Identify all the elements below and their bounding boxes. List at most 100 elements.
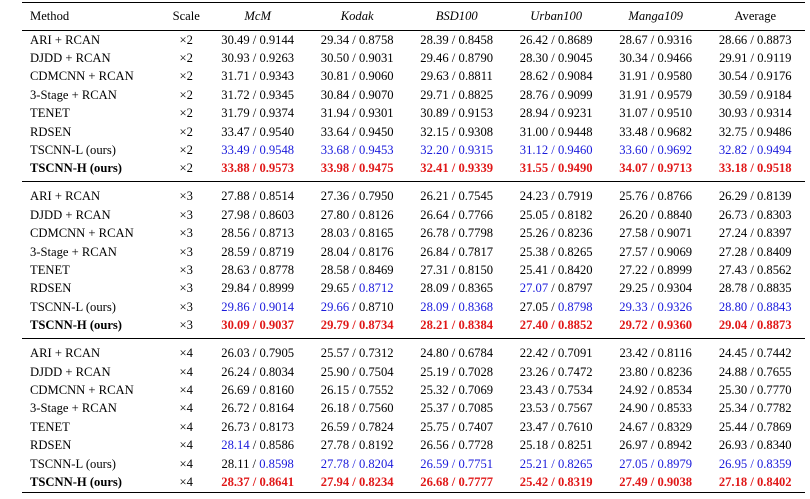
ssim-value: 0.8139 (756, 189, 792, 204)
value-separator: / (448, 345, 459, 360)
header-bsd100: BSD100 (406, 2, 507, 31)
metric-cell: 28.78 / 0.8835 (705, 280, 805, 298)
scale-cell: ×4 (179, 456, 193, 471)
scale-cell: ×2 (179, 32, 193, 47)
value-separator: / (349, 262, 359, 277)
ssim-value: 0.9119 (757, 51, 792, 66)
metric-cell: 27.78 / 0.8204 (307, 455, 407, 473)
value-separator: / (647, 345, 658, 360)
value-separator: / (747, 226, 757, 241)
metric-cell: 27.43 / 0.8562 (705, 261, 805, 279)
ssim-value: 0.7545 (458, 189, 494, 204)
value-separator: / (448, 161, 459, 176)
value-separator: / (548, 161, 558, 176)
psnr-value: 25.26 (519, 226, 549, 241)
value-separator: / (448, 382, 459, 397)
metric-cell: 29.25 / 0.9304 (606, 280, 706, 298)
ssim-value: 0.8469 (358, 262, 394, 277)
value-separator: / (249, 189, 260, 204)
ssim-value: 0.8734 (358, 318, 394, 333)
psnr-value: 27.07 (519, 281, 549, 296)
psnr-value: 23.43 (519, 382, 549, 397)
value-separator: / (349, 401, 359, 416)
method-name: CDMCNN + RCAN (30, 382, 134, 397)
psnr-value: 25.34 (718, 401, 748, 416)
psnr-value: 26.56 (420, 438, 449, 453)
psnr-value: 31.12 (519, 143, 549, 158)
psnr-value: 23.80 (619, 364, 648, 379)
value-separator: / (349, 318, 359, 333)
value-separator: / (349, 474, 359, 489)
psnr-value: 30.93 (221, 51, 250, 66)
value-separator: / (747, 124, 757, 139)
value-separator: / (448, 32, 459, 47)
scale-cell: ×2 (179, 51, 193, 66)
value-separator: / (249, 345, 260, 360)
ssim-value: 0.7751 (458, 456, 494, 471)
psnr-value: 27.40 (519, 318, 549, 333)
metric-cell: 26.21 / 0.7545 (407, 182, 507, 207)
value-separator: / (249, 51, 260, 66)
metric-cell: 25.75 / 0.7407 (407, 418, 507, 436)
metric-cell: 26.84 / 0.7817 (407, 243, 507, 261)
psnr-value: 26.64 (420, 207, 449, 222)
ssim-value: 0.8873 (756, 318, 792, 333)
metric-cell: 25.30 / 0.7770 (705, 381, 805, 399)
method-name: 3-Stage + RCAN (30, 87, 117, 102)
table-row: CDMCNN + RCAN ×2 31.71 / 0.9343 30.81 / 0.9… (22, 68, 805, 86)
value-separator: / (349, 161, 359, 176)
metric-cell: 24.90 / 0.8533 (606, 400, 706, 418)
metric-cell: 30.93 / 0.9263 (208, 49, 308, 67)
value-separator: / (647, 364, 658, 379)
value-separator: / (249, 32, 260, 47)
ssim-value: 0.9315 (458, 143, 494, 158)
value-separator: / (548, 189, 558, 204)
value-separator: / (647, 299, 658, 314)
ssim-value: 0.7567 (557, 401, 593, 416)
metric-cell: 28.39 / 0.8458 (407, 31, 507, 50)
ssim-value: 0.9360 (657, 318, 693, 333)
value-separator: / (548, 124, 558, 139)
ssim-value: 0.8173 (259, 419, 295, 434)
psnr-value: 28.80 (718, 299, 748, 314)
metric-cell: 30.84 / 0.9070 (307, 86, 407, 104)
metric-cell: 27.88 / 0.8514 (208, 182, 308, 207)
psnr-value: 29.65 (320, 281, 350, 296)
ssim-value: 0.7798 (458, 226, 494, 241)
ssim-value: 0.8712 (358, 281, 394, 296)
value-separator: / (448, 364, 459, 379)
table-row: TSCNN-H (ours) ×4 28.37 / 0.8641 27.94 / 0.… (22, 473, 805, 493)
psnr-value: 29.79 (320, 318, 350, 333)
ssim-value: 0.9070 (358, 87, 394, 102)
ssim-value: 0.7610 (557, 419, 593, 434)
metric-cell: 31.12 / 0.9460 (506, 141, 606, 159)
value-separator: / (349, 226, 359, 241)
metric-cell: 29.72 / 0.9360 (605, 316, 706, 339)
method-name: ARI + RCAN (30, 345, 101, 360)
method-name: TSCNN-L (ours) (30, 456, 116, 471)
psnr-value: 28.37 (221, 474, 250, 489)
psnr-value: 24.67 (619, 419, 648, 434)
ssim-value: 0.7028 (458, 364, 494, 379)
psnr-value: 25.05 (519, 207, 549, 222)
ssim-value: 0.8368 (458, 299, 494, 314)
metric-cell: 24.80 / 0.6784 (407, 338, 507, 363)
ssim-value: 0.7905 (259, 345, 295, 360)
psnr-value: 25.18 (519, 438, 549, 453)
metric-cell: 23.43 / 0.7534 (506, 381, 606, 399)
metric-cell: 33.49 / 0.9548 (208, 141, 308, 159)
metric-cell: 30.54 / 0.9176 (705, 68, 805, 86)
psnr-value: 27.05 (619, 456, 648, 471)
psnr-value: 31.79 (221, 106, 250, 121)
value-separator: / (747, 364, 757, 379)
metric-cell: 33.60 / 0.9692 (606, 141, 706, 159)
psnr-value: 33.68 (320, 143, 350, 158)
value-separator: / (548, 207, 558, 222)
value-separator: / (448, 419, 459, 434)
metric-cell: 23.47 / 0.7610 (506, 418, 606, 436)
method-name: TSCNN-H (ours) (22, 316, 165, 339)
psnr-value: 33.47 (221, 124, 250, 139)
scale-cell: ×3 (179, 226, 193, 241)
psnr-value: 24.88 (718, 364, 748, 379)
value-separator: / (747, 474, 757, 489)
